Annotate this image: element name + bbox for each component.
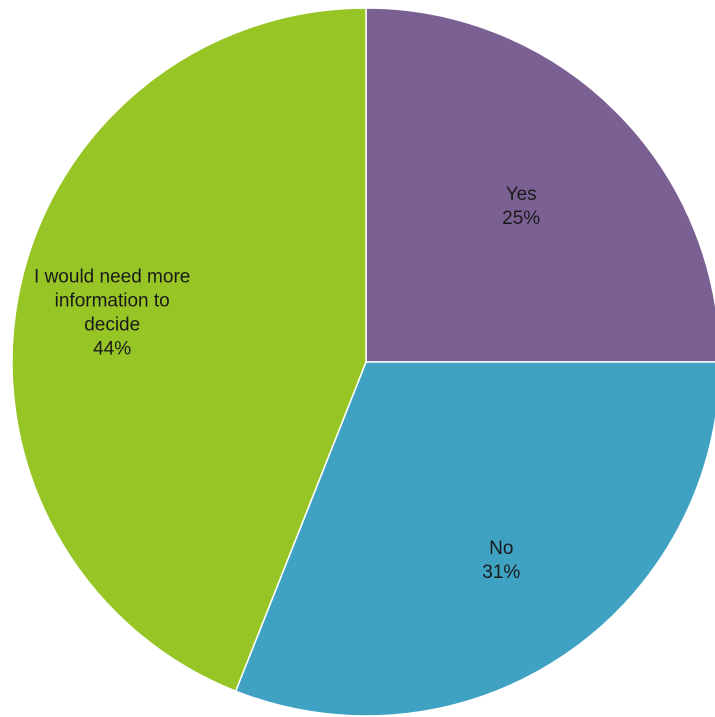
pie-slice-no	[234, 361, 715, 717]
slice-value-label: 44%	[93, 339, 131, 360]
slice-category-label: Yes	[506, 184, 537, 205]
slice-category-label: decide	[84, 315, 140, 336]
pie-slice-i-would-need-more-information-to-decide	[11, 7, 367, 693]
slice-value-label: 31%	[482, 562, 520, 583]
slice-category-label: No	[489, 538, 513, 559]
slice-label-no: No 31%	[482, 538, 520, 583]
slice-value-label: 25%	[502, 208, 540, 229]
slice-label-yes: Yes 25%	[502, 184, 540, 229]
slice-label-i-would-need-more-information-to-decide: I would need more information to decide 44%	[34, 267, 190, 360]
slice-category-label: I would need more	[34, 267, 190, 288]
labels-layer: Yes 25% No 31% I would need more information …	[34, 184, 540, 583]
pie-slice-yes	[365, 7, 715, 363]
slice-category-label: information to	[55, 291, 170, 312]
slices-layer	[11, 7, 715, 717]
